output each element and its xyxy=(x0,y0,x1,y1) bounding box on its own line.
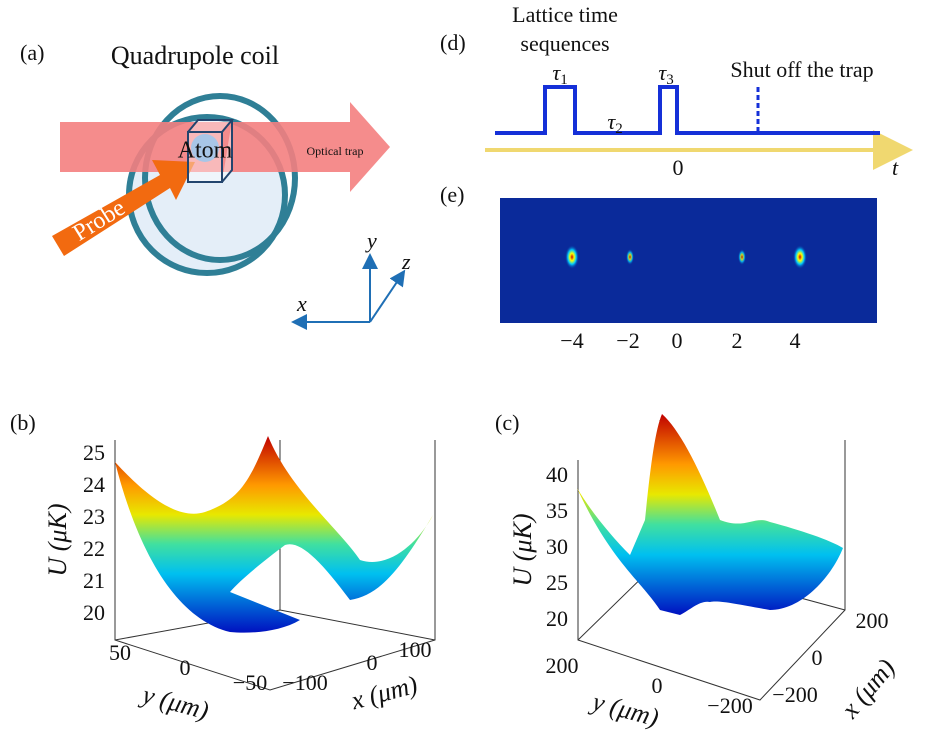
panel-label: (d) xyxy=(440,30,466,55)
symbol: τ xyxy=(552,60,561,85)
axis-label: U (μK) xyxy=(43,504,72,577)
tick-label: 200 xyxy=(856,608,889,633)
tau-label: τ3 xyxy=(658,60,673,88)
axis-label: y (μm) xyxy=(137,679,212,725)
coil xyxy=(142,93,298,263)
tick-label: 23 xyxy=(83,504,105,529)
annotation: Shut off the trap xyxy=(730,57,873,82)
axis xyxy=(369,269,406,323)
cell xyxy=(187,119,235,183)
tau-label: τ2 xyxy=(607,109,622,137)
panel-label: (c) xyxy=(495,410,519,435)
spot xyxy=(793,245,807,269)
axis-label: t xyxy=(892,155,899,180)
tau-label: τ1 xyxy=(552,60,567,88)
tick-label: 200 xyxy=(546,653,579,678)
spot xyxy=(626,249,634,265)
tick-label: 25 xyxy=(546,570,568,595)
trap-label: Optical trap xyxy=(307,144,364,158)
tick-label: −2 xyxy=(616,328,639,353)
subscript: 3 xyxy=(666,72,674,88)
probe-arrow xyxy=(52,160,195,256)
axis-label: U (μK) xyxy=(508,514,537,587)
tick-label: 20 xyxy=(546,606,568,631)
tick-label: 40 xyxy=(546,462,568,487)
probe-label: Probe xyxy=(69,195,130,247)
spot xyxy=(565,245,579,269)
image xyxy=(500,198,877,323)
tick-label: 0 xyxy=(812,645,823,670)
tick-label: 35 xyxy=(546,498,568,523)
tick-label: 0 xyxy=(652,673,663,698)
trap-arrow xyxy=(60,102,390,192)
axis-label: y xyxy=(365,228,377,253)
tick-label: 0 xyxy=(673,155,684,180)
spot xyxy=(738,249,746,265)
tick-label: −100 xyxy=(282,670,327,695)
panel-label: (e) xyxy=(440,182,464,207)
tick-label: 22 xyxy=(83,536,105,561)
surface xyxy=(115,436,433,633)
axis-label: z xyxy=(401,249,411,274)
tick-label: −4 xyxy=(560,328,583,353)
tick-label: 4 xyxy=(790,328,801,353)
tick-label: 0 xyxy=(180,655,191,680)
tick-label: −200 xyxy=(707,693,752,718)
tick-label: 21 xyxy=(83,568,105,593)
tick-label: 0 xyxy=(367,650,378,675)
tick-label: 20 xyxy=(83,600,105,625)
symbol: τ xyxy=(607,109,616,134)
tick-label: −50 xyxy=(233,670,267,695)
title: Lattice time xyxy=(512,2,618,27)
subscript: 1 xyxy=(560,72,568,88)
axis-label: x (μm) xyxy=(347,670,420,716)
axis-label: x xyxy=(296,291,307,316)
tick-label: 0 xyxy=(672,328,683,353)
tick-label: 30 xyxy=(546,534,568,559)
tick-label: 25 xyxy=(83,440,105,465)
atom-label: Atom xyxy=(178,138,233,164)
title: sequences xyxy=(520,31,609,56)
surface xyxy=(577,414,843,615)
tick-label: −200 xyxy=(772,682,817,707)
tick-label: 50 xyxy=(109,640,131,665)
title: Quadrupole coil xyxy=(111,41,279,70)
symbol: τ xyxy=(658,60,667,85)
tick-label: 24 xyxy=(83,472,105,497)
subscript: 2 xyxy=(615,121,623,137)
tick-label: 2 xyxy=(732,328,743,353)
tick-label: 100 xyxy=(399,637,432,662)
axis-label: x (μm) xyxy=(835,653,901,724)
panel-label: (a) xyxy=(20,40,44,65)
atom xyxy=(191,134,219,162)
panel-label: (b) xyxy=(10,410,36,435)
pulse-sequence xyxy=(495,85,880,135)
